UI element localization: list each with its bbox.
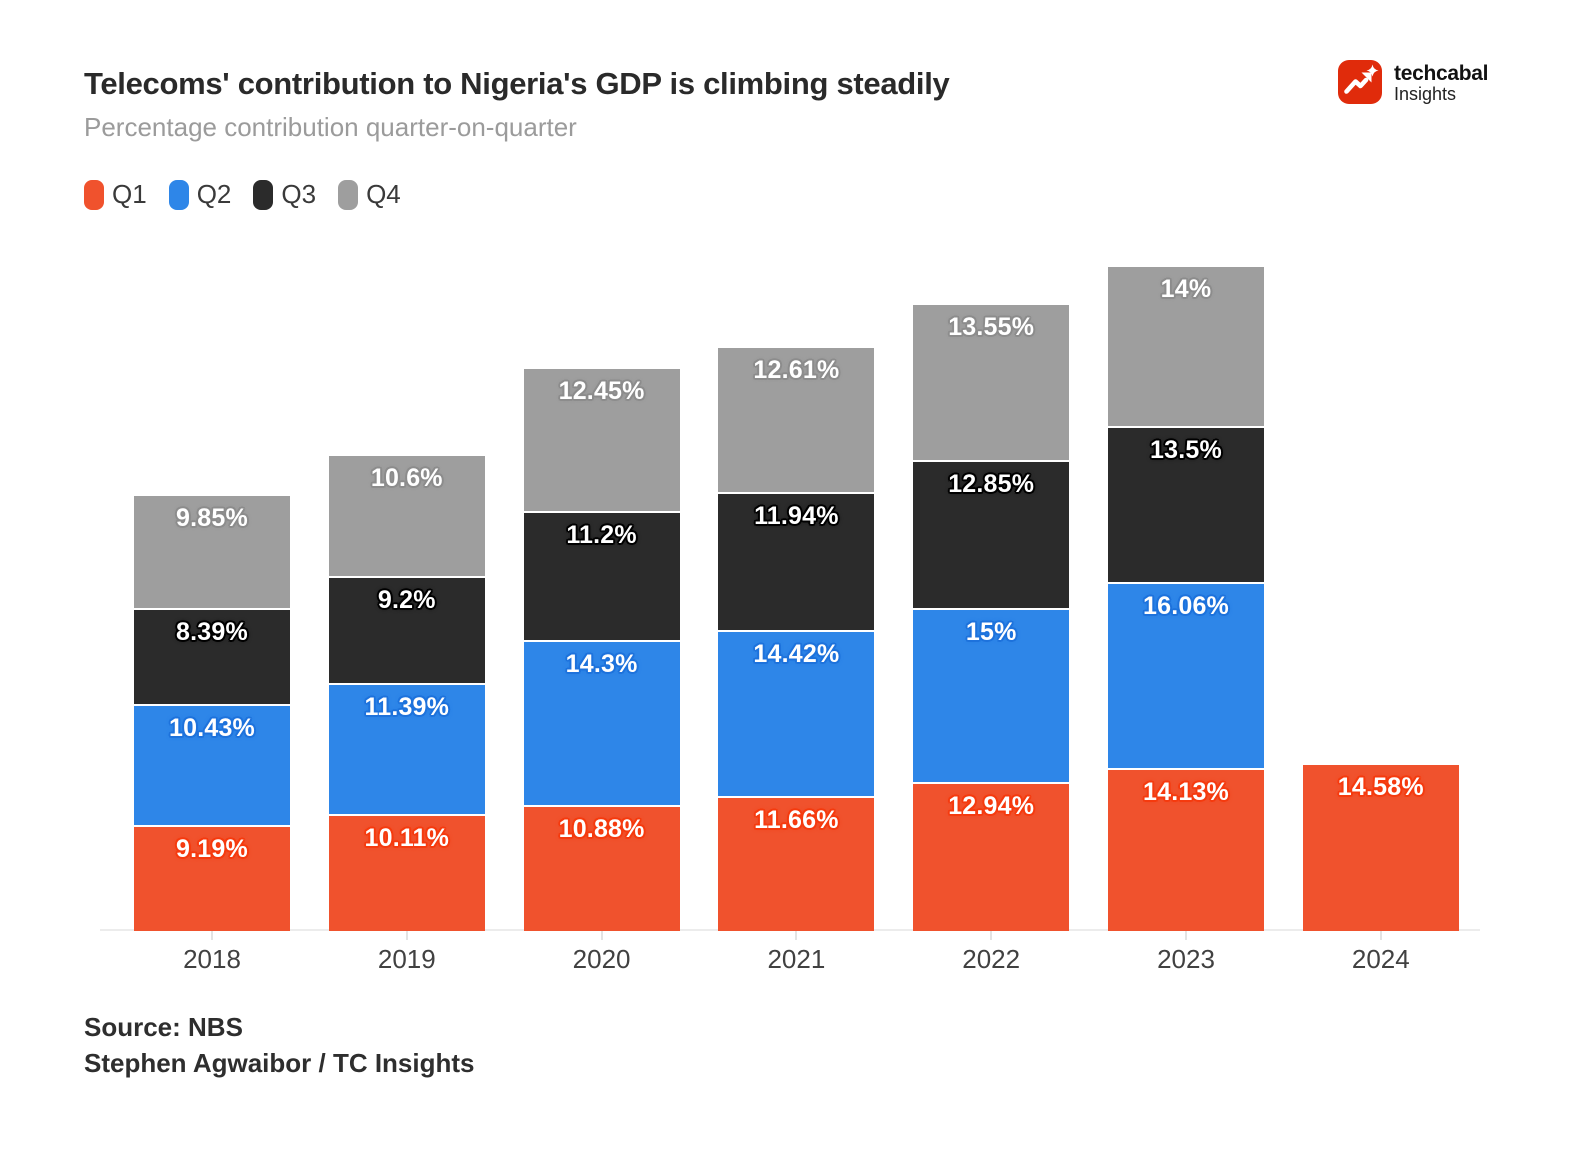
bar-2020: 10.88% 14.3% 11.2% 12.45% — [523, 367, 680, 931]
legend-label-q1: Q1 — [112, 179, 147, 209]
segment-q4-2022: 13.55% — [913, 303, 1070, 460]
value-label-q4-2023: 14% — [1160, 274, 1212, 303]
value-label-q4-2020: 12.45% — [558, 377, 645, 406]
segment-q2-2022: 15% — [913, 608, 1070, 782]
value-label-q3-2020: 11.2% — [566, 520, 637, 549]
bar-2019: 10.11% 11.39% 9.2% 10.6% — [328, 454, 485, 931]
x-axis-label-2020: 2020 — [572, 944, 631, 974]
x-axis-label-2022: 2022 — [962, 944, 1021, 974]
x-axis-label-2024: 2024 — [1351, 944, 1410, 974]
x-axis-label-2019: 2019 — [377, 944, 436, 974]
segment-q3-2022: 12.85% — [913, 459, 1070, 609]
legend-swatch-q4 — [338, 179, 359, 210]
x-axis-label-2018: 2018 — [183, 944, 241, 974]
segment-q1-2023: 14.13% — [1108, 767, 1264, 931]
segment-q1-2018: 9.19% — [134, 824, 290, 931]
segment-q1-2021: 11.66% — [718, 796, 875, 931]
value-label-q1-2020: 10.88% — [558, 815, 645, 844]
x-axis-label-2023: 2023 — [1157, 944, 1215, 974]
value-label-q4-2022: 13.55% — [948, 313, 1035, 342]
segment-q2-2018: 10.43% — [134, 704, 290, 825]
value-label-q4-2021: 12.61% — [753, 356, 840, 385]
legend-swatch-q2 — [168, 179, 189, 210]
logo-sub-text: Insights — [1394, 84, 1457, 105]
segment-q4-2019: 10.6% — [328, 454, 485, 577]
legend-label-q3: Q3 — [281, 179, 317, 209]
chart-legend: Q1 Q2 Q3 Q4 — [84, 179, 401, 210]
value-label-q3-2022: 12.85% — [948, 469, 1035, 498]
segment-q2-2023: 16.06% — [1108, 582, 1264, 768]
x-axis-tick-2018 — [211, 931, 213, 940]
logo-brand-text: techcabal — [1394, 62, 1489, 85]
legend-item-q3: Q3 — [253, 179, 316, 210]
segment-q2-2021: 14.42% — [718, 629, 875, 797]
segment-q4-2023: 14% — [1108, 264, 1264, 427]
bar-2022: 12.94% 15% 12.85% 13.55% — [913, 303, 1070, 931]
logo-wordmark: techcabal Insights — [1394, 60, 1488, 105]
value-label-q1-2023: 14.13% — [1143, 777, 1229, 806]
segment-q1-2022: 12.94% — [913, 781, 1070, 931]
value-label-q4-2018: 9.85% — [176, 503, 248, 532]
techcabal-logo: techcabal Insights — [1338, 60, 1488, 105]
segment-q3-2021: 11.94% — [718, 491, 875, 630]
bar-2021: 11.66% 14.42% 11.94% 12.61% — [718, 346, 875, 931]
x-axis-tick-2019 — [405, 931, 408, 940]
value-label-q1-2024: 14.58% — [1337, 772, 1424, 801]
page-title: Telecoms' contribution to Nigeria's GDP … — [84, 66, 950, 101]
value-label-q3-2018: 8.39% — [176, 617, 248, 646]
value-label-q2-2020: 14.3% — [565, 650, 638, 679]
segment-q1-2020: 10.88% — [523, 805, 680, 931]
legend-item-q1: Q1 — [84, 179, 147, 210]
segment-q3-2023: 13.5% — [1108, 426, 1264, 583]
segment-q4-2021: 12.61% — [718, 346, 875, 492]
segment-q2-2020: 14.3% — [523, 640, 680, 806]
legend-item-q2: Q2 — [168, 179, 232, 210]
legend-item-q4: Q4 — [338, 179, 401, 210]
value-label-q2-2018: 10.43% — [169, 714, 255, 743]
segment-q2-2019: 11.39% — [328, 682, 485, 815]
value-label-q4-2019: 10.6% — [370, 464, 443, 493]
segment-q4-2020: 12.45% — [523, 367, 680, 511]
value-label-q1-2022: 12.94% — [948, 791, 1035, 820]
value-label-q3-2023: 13.5% — [1150, 436, 1222, 465]
value-label-q2-2022: 15% — [965, 618, 1017, 647]
legend-swatch-q3 — [253, 179, 274, 210]
segment-q1-2019: 10.11% — [328, 814, 485, 931]
value-label-q1-2019: 10.11% — [364, 824, 450, 853]
value-label-q3-2019: 9.2% — [377, 586, 436, 615]
value-label-q1-2018: 9.19% — [176, 834, 248, 863]
value-label-q2-2019: 11.39% — [364, 692, 450, 721]
bar-2023: 14.13% 16.06% 13.5% 14% — [1108, 264, 1264, 931]
segment-q3-2018: 8.39% — [134, 607, 290, 705]
legend-label-q2: Q2 — [196, 179, 232, 209]
segment-q1-2024: 14.58% — [1302, 762, 1459, 931]
page-subtitle: Percentage contribution quarter-on-quart… — [84, 112, 577, 142]
segment-q4-2018: 9.85% — [134, 493, 290, 608]
value-label-q2-2023: 16.06% — [1143, 592, 1229, 621]
legend-label-q4: Q4 — [366, 179, 401, 209]
byline: Stephen Agwaibor / TC Insights — [84, 1048, 475, 1078]
x-axis-label-2021: 2021 — [767, 944, 826, 974]
bar-2018: 9.19% 10.43% 8.39% 9.85% — [134, 493, 290, 931]
legend-swatch-q1 — [84, 179, 104, 210]
segment-q3-2020: 11.2% — [523, 510, 680, 641]
x-axis-tick-2022 — [990, 931, 993, 940]
bar-2024: 14.58% — [1302, 762, 1459, 931]
source-note: Source: NBS — [84, 1012, 243, 1042]
x-axis-tick-2020 — [600, 931, 603, 940]
x-axis-tick-2023 — [1185, 931, 1187, 940]
value-label-q1-2021: 11.66% — [754, 806, 839, 835]
segment-q3-2019: 9.2% — [328, 576, 485, 683]
x-axis-tick-2021 — [795, 931, 798, 940]
value-label-q2-2021: 14.42% — [753, 639, 840, 668]
x-axis-tick-2024 — [1379, 931, 1382, 940]
value-label-q3-2021: 11.94% — [754, 501, 839, 530]
trend-arrow-sparkle-icon — [1338, 60, 1382, 104]
